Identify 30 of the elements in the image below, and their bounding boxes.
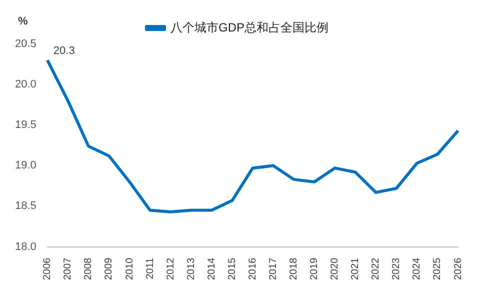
y-axis-title: % (18, 16, 28, 28)
x-tick-label: 2013 (186, 257, 197, 280)
y-tick-label: 20.0 (14, 78, 36, 91)
x-tick-label: 2007 (62, 257, 74, 280)
x-tick-label: 2011 (144, 257, 156, 280)
y-tick-label: 19.5 (14, 119, 36, 132)
x-tick-label: 2016 (247, 257, 258, 280)
x-tick-label: 2008 (83, 257, 94, 280)
x-tick-label: 2024 (412, 257, 423, 280)
x-tick-label: 2025 (432, 257, 444, 280)
x-tick-label: 2017 (268, 257, 279, 280)
data-label: 20.3 (53, 44, 75, 57)
x-tick-label: 2018 (288, 257, 300, 280)
y-tick-label: 18.0 (14, 240, 36, 253)
x-tick-label: 2009 (104, 257, 115, 280)
y-tick-label: 18.5 (14, 200, 36, 212)
x-tick-label: 2006 (42, 257, 54, 280)
x-tick-label: 2021 (350, 257, 362, 280)
x-tick-label: 2012 (165, 257, 176, 280)
x-tick-label: 2023 (391, 257, 402, 280)
x-tick-label: 2010 (124, 257, 136, 280)
x-tick-label: 2014 (206, 257, 218, 280)
x-tick-label: 2020 (330, 257, 341, 280)
y-tick-label: 19.0 (14, 160, 36, 172)
x-tick-label: 2026 (452, 257, 464, 280)
y-tick-label: 20.5 (14, 38, 36, 50)
x-tick-label: 2019 (309, 257, 320, 280)
legend-label: 八个城市GDP总和占全国比例 (170, 20, 329, 34)
x-tick-label: 2022 (370, 257, 382, 280)
x-tick-label: 2015 (226, 257, 238, 280)
